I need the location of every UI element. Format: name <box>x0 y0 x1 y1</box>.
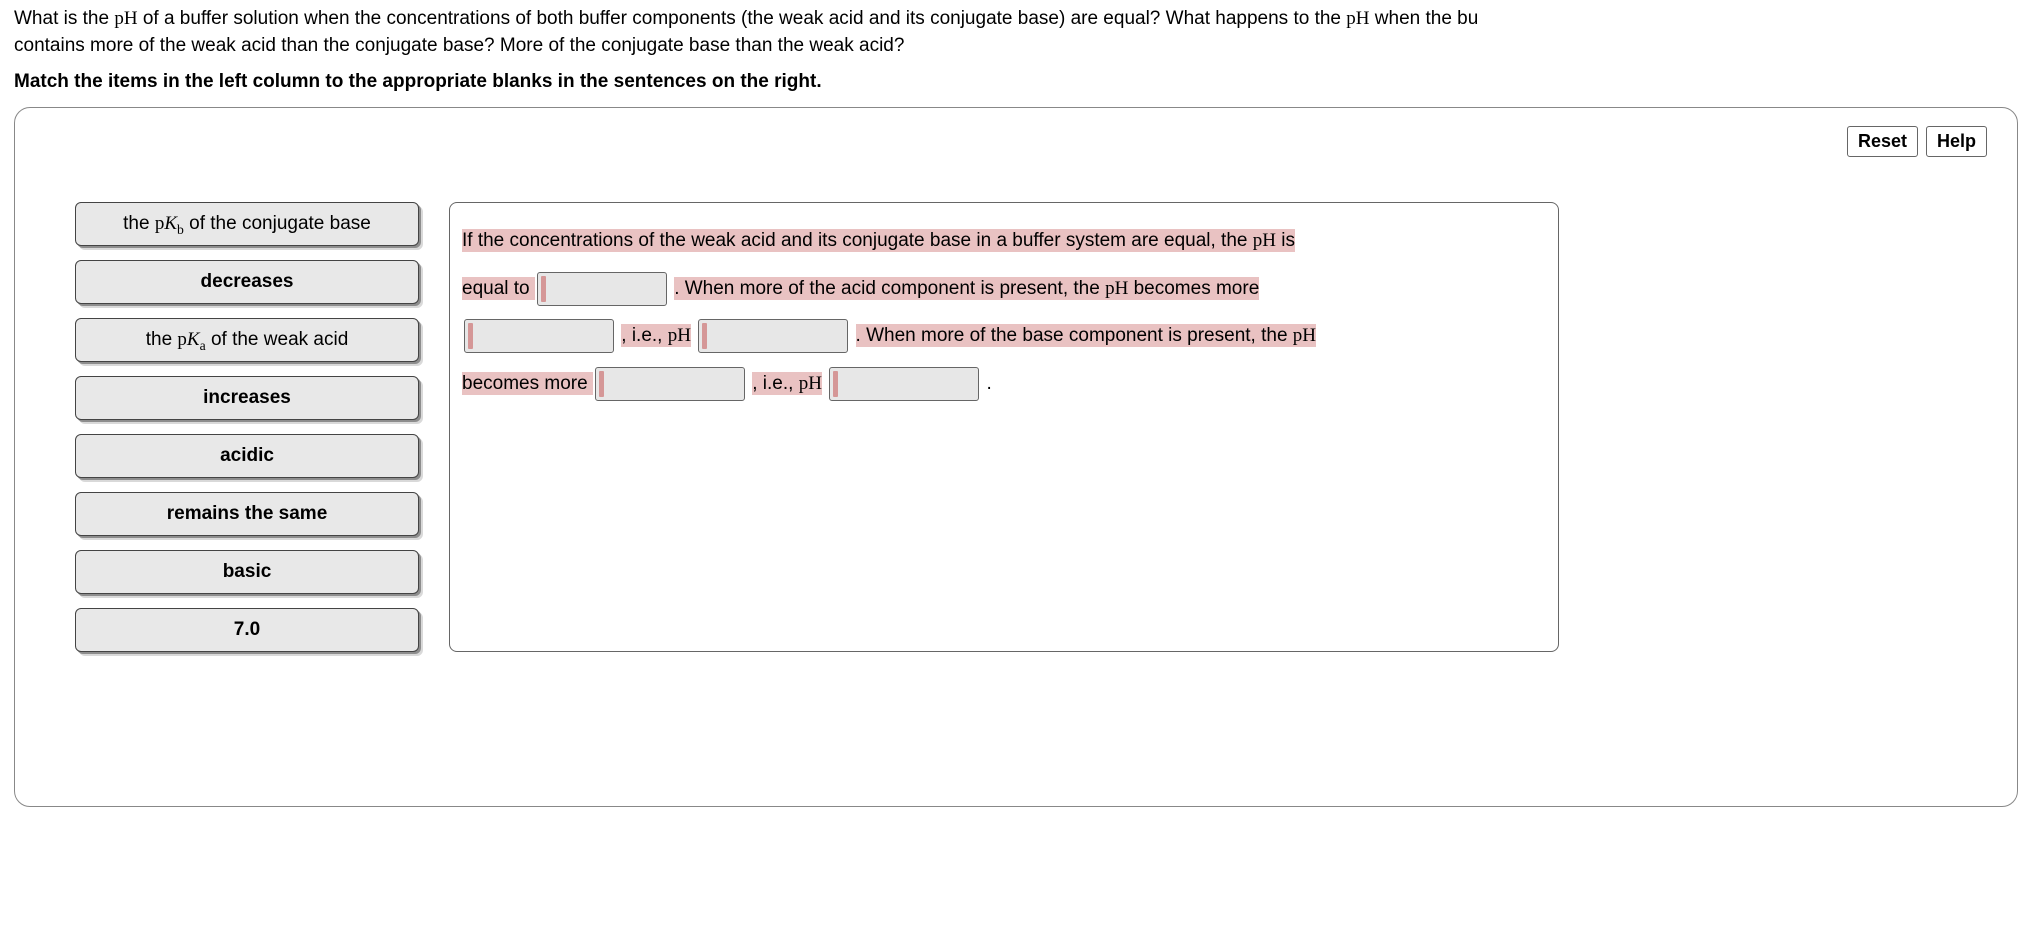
q-part: when the bu <box>1370 8 1479 29</box>
choice-pka[interactable]: the pKa of the weak acid <box>75 318 419 362</box>
choice-pkb[interactable]: the pKb of the conjugate base <box>75 202 419 246</box>
ph-symbol: pH <box>114 8 137 29</box>
work-area: the pKb of the conjugate base decreases … <box>49 202 1983 652</box>
q-part: contains more of the weak acid than the … <box>14 35 904 56</box>
choice-text: increases <box>203 387 291 408</box>
drop-blank-4[interactable] <box>595 367 745 401</box>
choice-remains-same[interactable]: remains the same <box>75 492 419 536</box>
seg: . <box>987 373 992 394</box>
seg: becomes more <box>462 373 593 394</box>
choice-text: the <box>146 329 178 350</box>
choice-acidic[interactable]: acidic <box>75 434 419 478</box>
choice-seven[interactable]: 7.0 <box>75 608 419 652</box>
sentence-text: . When more of the base component is pre… <box>856 324 1316 347</box>
seg: , i.e., <box>752 373 798 394</box>
pk-p: p <box>177 329 187 350</box>
toolbar: Reset Help <box>1847 126 1987 157</box>
pk-K: K <box>164 213 177 234</box>
seg: . When more of the base component is pre… <box>856 325 1293 346</box>
help-button[interactable]: Help <box>1926 126 1987 157</box>
sentence-text: If the concentrations of the weak acid a… <box>462 229 1295 252</box>
seg: equal to <box>462 278 535 299</box>
q-part: What is the <box>14 8 114 29</box>
reset-button[interactable]: Reset <box>1847 126 1918 157</box>
sentence-text: . When more of the acid component is pre… <box>674 277 1259 300</box>
drop-blank-5[interactable] <box>829 367 979 401</box>
question-text: What is the pH of a buffer solution when… <box>0 0 2032 65</box>
choice-decreases[interactable]: decreases <box>75 260 419 304</box>
ph-symbol: pH <box>799 373 822 394</box>
choices-column: the pKb of the conjugate base decreases … <box>49 202 419 652</box>
pk-K: K <box>187 329 200 350</box>
choice-text: of the conjugate base <box>184 213 371 234</box>
drop-blank-2[interactable] <box>464 319 614 353</box>
seg: becomes more <box>1128 278 1259 299</box>
exercise-panel: Reset Help the pKb of the conjugate base… <box>14 107 2018 807</box>
choice-text: acidic <box>220 445 274 466</box>
choice-text: the <box>123 213 155 234</box>
ph-symbol: pH <box>668 325 691 346</box>
choice-basic[interactable]: basic <box>75 550 419 594</box>
drop-blank-1[interactable] <box>537 272 667 306</box>
seg: , i.e., <box>621 325 667 346</box>
seg: is <box>1276 230 1295 251</box>
choice-text: 7.0 <box>234 619 260 640</box>
ph-symbol: pH <box>1346 8 1369 29</box>
sentence-text: becomes more <box>462 372 593 395</box>
drop-blank-3[interactable] <box>698 319 848 353</box>
sentence-text: , i.e., pH <box>752 372 822 395</box>
choice-text: of the weak acid <box>206 329 349 350</box>
choice-text: basic <box>223 561 272 582</box>
pk-sub: a <box>200 338 206 353</box>
q-part: of a buffer solution when the concentrat… <box>138 8 1347 29</box>
ph-symbol: pH <box>1293 325 1316 346</box>
sentence-text: , i.e., pH <box>621 324 691 347</box>
choice-text: remains the same <box>167 503 328 524</box>
choice-text: decreases <box>201 271 294 292</box>
seg: . When more of the acid component is pre… <box>674 278 1105 299</box>
sentence-target: If the concentrations of the weak acid a… <box>449 202 1559 652</box>
ph-symbol: pH <box>1105 278 1128 299</box>
pk-p: p <box>155 213 165 234</box>
choice-increases[interactable]: increases <box>75 376 419 420</box>
sentence-text: equal to <box>462 277 535 300</box>
instruction-text: Match the items in the left column to th… <box>0 65 2032 107</box>
pk-sub: b <box>177 222 184 237</box>
seg: If the concentrations of the weak acid a… <box>462 230 1253 251</box>
ph-symbol: pH <box>1253 230 1276 251</box>
